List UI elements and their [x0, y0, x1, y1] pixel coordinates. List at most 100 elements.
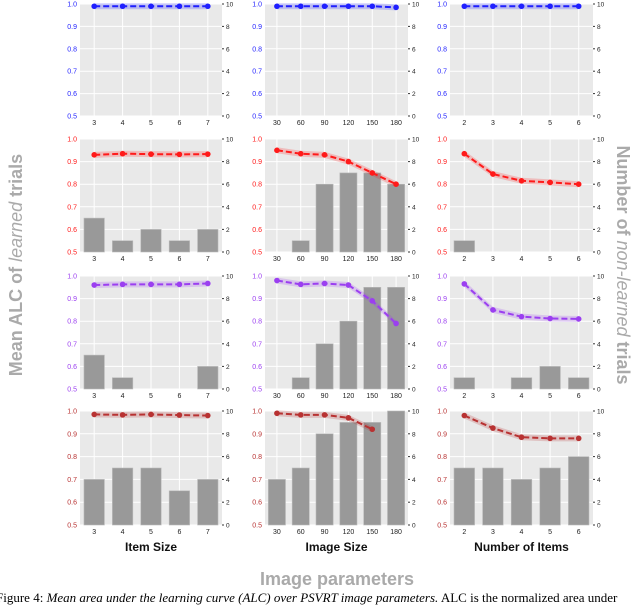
right-tick-label: 8: [412, 296, 416, 303]
panel-r4-c3: 0.5 0.6 0.7 0.8 0.9 1.0 0 2 4 6 8 10 2 3 4 5 6: [437, 409, 604, 537]
x-tick-label: 7: [206, 393, 210, 400]
bar: [83, 479, 105, 526]
right-tick-label: 4: [412, 341, 416, 348]
x-tick-label: 120: [343, 529, 355, 536]
right-tick-label: 2: [226, 91, 230, 98]
alc-point: [274, 3, 280, 10]
x-tick-label: 2: [462, 256, 466, 263]
axis-title-italic: learned: [6, 201, 26, 262]
column-xlabel: Item Size: [125, 540, 177, 554]
alc-point: [119, 150, 126, 157]
left-tick-label: 0.5: [67, 387, 77, 394]
alc-point: [274, 277, 280, 284]
alc-point: [461, 412, 468, 419]
panel-r3-c2: 0.5 0.6 0.7 0.8 0.9 1.0 0 2 4 6 8 10 30 60 90 120 150 180: [252, 274, 419, 401]
alc-point: [148, 151, 154, 157]
right-tick-label: 10: [226, 409, 234, 416]
bar: [453, 240, 475, 253]
x-tick-label: 3: [491, 256, 495, 263]
left-tick-label: 0.8: [437, 46, 447, 53]
bar: [168, 490, 190, 526]
right-tick-label: 4: [597, 477, 601, 484]
x-tick-label: 5: [548, 256, 552, 263]
panel-r1-c1: 0.5 0.6 0.7 0.8 0.9 1.0 0 2 4 6 8 10 3 4 5 6 7: [67, 2, 233, 128]
right-tick-label: 6: [597, 46, 601, 53]
alc-point: [205, 151, 211, 157]
alc-point: [321, 3, 328, 10]
right-tick-label: 8: [412, 24, 416, 31]
alc-point: [461, 3, 468, 10]
left-tick-label: 0.6: [67, 364, 77, 371]
right-tick-label: 0: [226, 250, 230, 257]
x-tick-label: 4: [520, 120, 524, 127]
bar: [291, 467, 310, 526]
right-tick-label: 2: [226, 364, 230, 371]
left-tick-label: 1.0: [252, 409, 262, 416]
bar: [268, 479, 286, 526]
alc-point: [369, 170, 376, 176]
left-tick-label: 0.6: [437, 227, 447, 234]
left-tick-label: 0.7: [252, 69, 262, 76]
x-tick-label: 2: [462, 529, 466, 536]
left-tick-label: 0.7: [67, 477, 77, 484]
left-tick-label: 0.5: [437, 387, 447, 394]
alc-point: [461, 281, 468, 287]
left-tick-label: 0.6: [67, 91, 77, 98]
right-tick-label: 0: [412, 114, 416, 121]
right-tick-label: 6: [226, 319, 230, 326]
x-tick-label: 90: [321, 529, 329, 536]
alc-point: [547, 315, 553, 322]
alc-point: [321, 152, 328, 158]
figure-caption: Figure 4: Mean area under the learning c…: [0, 590, 617, 606]
x-tick-label: 2: [462, 120, 466, 127]
bar: [363, 172, 382, 253]
x-tick-label: 4: [121, 120, 125, 127]
bar: [83, 217, 105, 253]
bar: [510, 377, 533, 390]
panel-r2-c2: 0.5 0.6 0.7 0.8 0.9 1.0 0 2 4 6 8 10 30 60 90 120 150 180: [252, 137, 419, 264]
left-tick-label: 0.6: [252, 91, 262, 98]
right-tick-label: 8: [597, 431, 601, 438]
bar: [568, 456, 590, 526]
plot-background: [265, 4, 408, 116]
alc-point: [393, 4, 399, 11]
right-tick-label: 6: [226, 454, 230, 461]
x-tick-label: 150: [366, 256, 378, 263]
left-axis-title: Mean ALC of learned trials: [6, 154, 26, 376]
right-tick-label: 10: [412, 274, 420, 281]
alc-point: [345, 3, 352, 10]
right-tick-label: 2: [597, 364, 601, 371]
x-tick-label: 3: [491, 120, 495, 127]
x-tick-label: 30: [273, 256, 281, 263]
x-tick-label: 180: [390, 120, 402, 127]
right-tick-label: 6: [412, 454, 416, 461]
left-tick-label: 1.0: [252, 2, 262, 9]
alc-point: [321, 280, 328, 287]
left-tick-label: 0.9: [437, 24, 447, 31]
right-tick-label: 8: [412, 431, 416, 438]
right-tick-label: 10: [597, 274, 605, 281]
right-tick-label: 8: [226, 296, 230, 303]
bar: [539, 366, 561, 390]
alc-point: [369, 426, 376, 433]
alc-point: [119, 281, 126, 288]
figure-supxlabel: Image parameters: [260, 569, 414, 589]
left-tick-label: 0.7: [67, 204, 77, 211]
x-tick-label: 6: [177, 393, 181, 400]
left-tick-label: 0.5: [252, 387, 262, 394]
right-tick-label: 0: [226, 387, 230, 394]
bar: [568, 377, 590, 390]
left-tick-label: 0.9: [252, 431, 262, 438]
right-tick-label: 6: [597, 454, 601, 461]
right-tick-label: 2: [412, 364, 416, 371]
alc-point: [297, 150, 304, 157]
panel-r4-c1: 0.5 0.6 0.7 0.8 0.9 1.0 0 2 4 6 8 10 3 4 5 6 7: [67, 409, 233, 537]
bar: [315, 433, 334, 526]
x-tick-label: 4: [121, 256, 125, 263]
bar: [140, 467, 162, 526]
left-tick-label: 0.8: [437, 182, 447, 189]
right-tick-label: 4: [412, 477, 416, 484]
panel-r3-c1: 0.5 0.6 0.7 0.8 0.9 1.0 0 2 4 6 8 10 3 4 5 6 7: [67, 274, 233, 401]
panel-r1-c3: 0.5 0.6 0.7 0.8 0.9 1.0 0 2 4 6 8 10 2 3 4 5 6: [437, 2, 604, 128]
left-tick-label: 1.0: [437, 274, 447, 281]
